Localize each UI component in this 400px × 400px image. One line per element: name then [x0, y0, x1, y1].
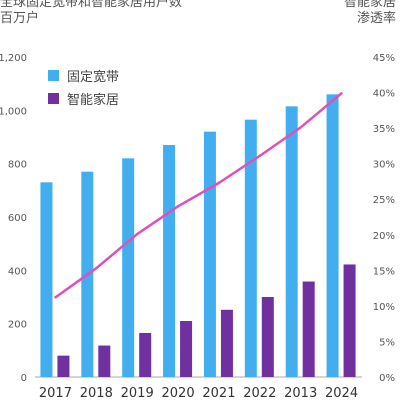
- y-right-tick-label: 30%: [373, 160, 395, 171]
- bar-smarthome: [180, 321, 193, 377]
- line-penetration-point: [176, 205, 180, 208]
- line-penetration-point: [299, 126, 302, 129]
- bar-smarthome: [220, 309, 233, 377]
- line-penetration: [54, 92, 343, 299]
- y-right-tick-label: 15%: [373, 266, 395, 277]
- bar-smarthome: [98, 345, 111, 377]
- bar-broadband: [40, 182, 53, 377]
- x-tick-label: 2013: [284, 386, 317, 400]
- bar-broadband: [326, 94, 339, 377]
- x-tick-label: 2018: [80, 386, 113, 400]
- y-left-tick-label: 0: [21, 373, 27, 384]
- bar-broadband: [285, 106, 298, 377]
- legend-item-smarthome: 智能家居: [48, 89, 119, 108]
- bar-smarthome: [343, 264, 356, 377]
- bar-broadband: [244, 119, 257, 378]
- line-penetration-point: [340, 92, 343, 95]
- legend-item-broadband: 固定宽带: [48, 66, 119, 85]
- y-left-tick-label: 400: [8, 266, 27, 277]
- y-right-tick-label: 10%: [373, 302, 395, 313]
- line-penetration-point: [54, 296, 57, 299]
- legend-label-broadband: 固定宽带: [67, 70, 120, 85]
- y-right-tick-label: 5%: [379, 337, 395, 348]
- line-penetration-point: [135, 232, 139, 236]
- y-right-tick-label: 35%: [373, 124, 395, 135]
- y-right-tick-label: 0%: [379, 373, 395, 384]
- y-right-tick-label: 25%: [373, 195, 395, 206]
- legend-swatch-broadband: [48, 70, 59, 81]
- bar-smarthome: [57, 355, 70, 377]
- line-penetration-point: [258, 154, 262, 158]
- y-right-tick-label: 45%: [373, 53, 395, 64]
- legend-swatch-smarthome: [48, 93, 59, 104]
- bar-broadband: [163, 145, 176, 377]
- y-right-tick-label: 20%: [373, 231, 395, 242]
- chart-title: 全球固定宽带和智能家居用户数: [0, 0, 183, 10]
- y-left-tick-label: 200: [8, 320, 27, 331]
- x-tick-label: 2020: [162, 386, 195, 400]
- y-left-tick-label: 600: [8, 213, 27, 224]
- line-penetration-point: [95, 267, 98, 270]
- bar-smarthome: [139, 333, 152, 377]
- bar-smarthome: [261, 297, 274, 377]
- bar-broadband: [122, 158, 135, 377]
- legend-label-smarthome: 智能家居: [67, 93, 120, 108]
- x-tick-label: 2022: [243, 386, 276, 400]
- left-axis-unit: 百万户: [0, 11, 40, 26]
- x-tick-label: 2021: [202, 386, 235, 400]
- y-left-tick-label: 1,200: [0, 53, 27, 64]
- x-tick-label: 2017: [39, 386, 72, 400]
- right-axis-title-line1: 智能家居: [343, 0, 396, 10]
- x-tick-label: 2019: [121, 386, 154, 400]
- bar-broadband: [203, 131, 216, 377]
- y-left-tick-label: 800: [8, 160, 27, 171]
- right-axis-title-line2: 渗透率: [356, 11, 396, 26]
- line-penetration-point: [217, 181, 221, 185]
- bar-smarthome: [302, 281, 315, 377]
- y-right-tick-label: 40%: [373, 89, 395, 100]
- x-tick-label: 2024: [325, 386, 358, 400]
- y-left-tick-label: 1,000: [0, 106, 27, 117]
